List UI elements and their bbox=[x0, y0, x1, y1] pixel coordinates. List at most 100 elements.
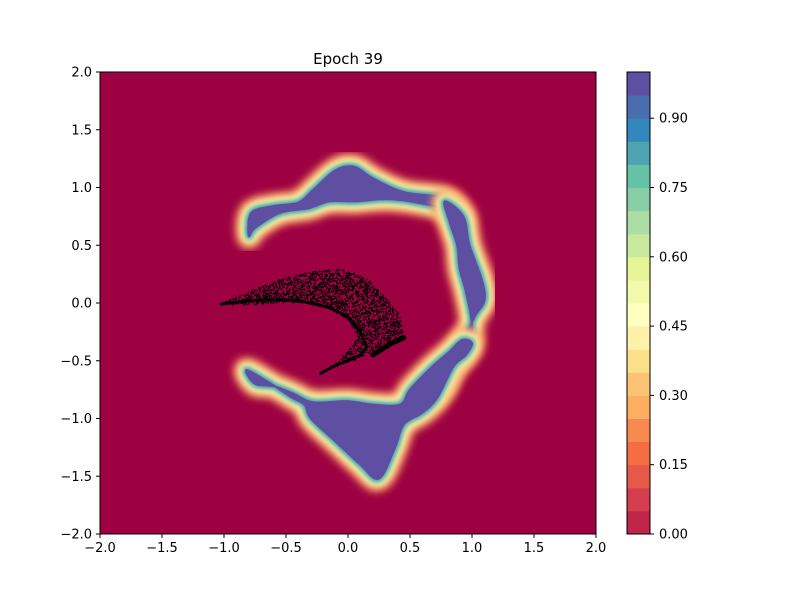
scatter-point bbox=[380, 339, 382, 341]
scatter-point bbox=[287, 292, 289, 294]
scatter-point bbox=[335, 362, 337, 364]
scatter-point bbox=[288, 278, 291, 280]
scatter-point bbox=[365, 305, 367, 308]
scatter-point bbox=[312, 295, 314, 298]
scatter-point bbox=[378, 302, 380, 304]
scatter-point bbox=[356, 285, 358, 287]
scatter-point bbox=[366, 310, 368, 312]
scatter-point bbox=[319, 296, 322, 298]
scatter-point bbox=[332, 273, 335, 275]
scatter-point bbox=[379, 317, 381, 319]
x-tick-label: −0.5 bbox=[270, 541, 302, 556]
scatter-point bbox=[368, 286, 370, 288]
scatter-point bbox=[376, 330, 378, 332]
scatter-point bbox=[319, 284, 322, 286]
scatter-point bbox=[290, 296, 292, 298]
scatter-point bbox=[389, 340, 391, 342]
scatter-point bbox=[375, 328, 377, 330]
scatter-point bbox=[363, 289, 365, 291]
scatter-point bbox=[373, 349, 375, 351]
scatter-point bbox=[371, 333, 373, 335]
scatter-point bbox=[293, 294, 295, 296]
scatter-point bbox=[348, 351, 350, 353]
scatter-point bbox=[365, 351, 367, 353]
scatter-point bbox=[380, 319, 382, 321]
scatter-point bbox=[256, 301, 258, 304]
scatter-point bbox=[382, 294, 384, 296]
scatter-point bbox=[337, 274, 339, 276]
scatter-point bbox=[306, 293, 308, 295]
scatter-point bbox=[370, 335, 373, 337]
scatter-point bbox=[256, 304, 258, 306]
colorbar-band bbox=[627, 72, 650, 96]
scatter-point bbox=[363, 324, 365, 326]
scatter-point bbox=[296, 297, 298, 299]
scatter-point bbox=[320, 286, 322, 288]
scatter-point bbox=[335, 296, 337, 298]
scatter-point bbox=[249, 295, 251, 297]
scatter-point bbox=[349, 289, 351, 291]
scatter-point bbox=[350, 296, 352, 298]
scatter-point bbox=[365, 295, 367, 297]
scatter-point bbox=[264, 290, 266, 292]
scatter-point bbox=[375, 348, 377, 350]
scatter-point bbox=[326, 279, 328, 281]
scatter-point bbox=[294, 293, 296, 295]
scatter-point bbox=[373, 300, 375, 302]
scatter-point bbox=[326, 302, 329, 304]
scatter-point bbox=[339, 303, 342, 305]
scatter-point bbox=[301, 280, 303, 282]
scatter-point bbox=[380, 301, 382, 303]
scatter-point bbox=[362, 280, 364, 282]
scatter-point bbox=[388, 340, 390, 342]
scatter-point bbox=[340, 299, 342, 301]
scatter-point bbox=[372, 300, 374, 303]
scatter-point bbox=[373, 310, 376, 312]
scatter-point bbox=[369, 350, 371, 352]
scatter-point bbox=[396, 321, 398, 323]
scatter-point bbox=[363, 281, 365, 283]
scatter-point bbox=[349, 351, 351, 353]
scatter-point bbox=[364, 308, 366, 310]
scatter-point bbox=[384, 316, 387, 318]
scatter-point bbox=[325, 285, 328, 287]
scatter-point bbox=[241, 303, 243, 305]
scatter-point bbox=[363, 322, 365, 324]
scatter-point bbox=[342, 302, 344, 304]
scatter-point bbox=[387, 330, 389, 332]
scatter-point bbox=[362, 277, 364, 279]
scatter-point bbox=[357, 348, 359, 350]
scatter-point bbox=[376, 301, 378, 303]
scatter-point bbox=[397, 328, 399, 331]
scatter-point bbox=[352, 288, 354, 290]
scatter-point bbox=[269, 285, 271, 287]
scatter-point bbox=[262, 289, 264, 291]
scatter-point bbox=[396, 317, 398, 319]
scatter-point bbox=[344, 301, 346, 303]
scatter-point bbox=[376, 328, 378, 330]
scatter-point bbox=[281, 295, 283, 298]
scatter-point bbox=[291, 292, 293, 294]
scatter-point bbox=[351, 285, 354, 287]
scatter-point bbox=[359, 279, 361, 281]
scatter-point bbox=[320, 297, 322, 299]
scatter-point bbox=[296, 289, 298, 291]
scatter-point bbox=[311, 298, 313, 300]
scatter-point bbox=[330, 304, 332, 306]
colorbar-band bbox=[627, 141, 650, 165]
scatter-point bbox=[340, 291, 342, 293]
scatter-point bbox=[359, 282, 361, 284]
scatter-point bbox=[332, 269, 334, 271]
scatter-point bbox=[305, 273, 307, 275]
scatter-point bbox=[303, 288, 305, 290]
scatter-point bbox=[370, 289, 372, 291]
scatter-point bbox=[277, 289, 279, 291]
scatter-point bbox=[294, 277, 296, 279]
scatter-point bbox=[383, 334, 385, 337]
scatter-point bbox=[372, 290, 374, 292]
scatter-point bbox=[395, 333, 398, 335]
scatter-point bbox=[356, 300, 358, 302]
scatter-point bbox=[394, 335, 396, 337]
scatter-point bbox=[362, 304, 364, 306]
scatter-point bbox=[365, 316, 367, 318]
